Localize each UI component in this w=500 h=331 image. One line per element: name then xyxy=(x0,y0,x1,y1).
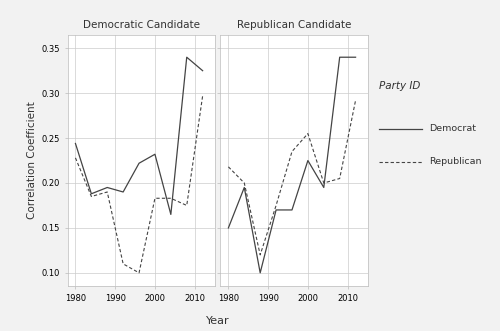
Text: Democratic Candidate: Democratic Candidate xyxy=(82,20,200,30)
Text: Year: Year xyxy=(206,316,230,326)
Text: Democrat: Democrat xyxy=(429,124,476,133)
Text: Republican Candidate: Republican Candidate xyxy=(237,20,351,30)
Y-axis label: Correlation Coefficient: Correlation Coefficient xyxy=(27,102,37,219)
Text: Republican: Republican xyxy=(429,157,482,166)
Text: Party ID: Party ID xyxy=(378,81,420,91)
